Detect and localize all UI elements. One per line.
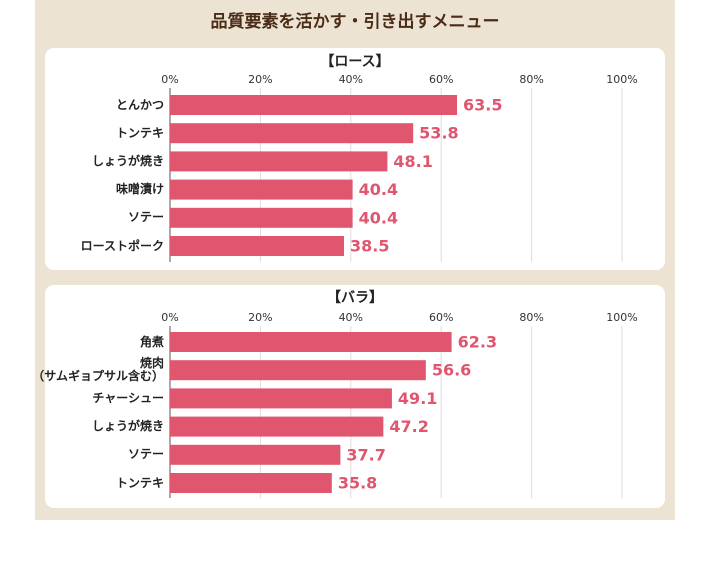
- x-tick-label: 20%: [248, 73, 272, 86]
- x-tick-label: 80%: [519, 311, 543, 324]
- x-tick-label: 20%: [248, 311, 272, 324]
- x-tick-label: 100%: [606, 311, 637, 324]
- bar: [170, 388, 392, 409]
- value-label: 35.8: [338, 474, 377, 493]
- value-label: 47.2: [389, 417, 428, 436]
- page-title: 品質要素を活かす・引き出すメニュー: [211, 11, 500, 32]
- x-tick-label: 100%: [606, 73, 637, 86]
- value-label: 56.6: [432, 361, 471, 380]
- chart-title: 【バラ】: [327, 290, 383, 306]
- category-label: 味噌漬け: [115, 182, 164, 197]
- category-label: 焼肉 （サムギョプサル含む）: [32, 356, 164, 384]
- category-label: チャーシュー: [92, 390, 164, 405]
- category-label: しょうが焼き: [91, 419, 164, 434]
- x-tick-label: 40%: [339, 311, 363, 324]
- value-label: 40.4: [359, 208, 398, 227]
- value-label: 40.4: [359, 180, 398, 199]
- value-label: 38.5: [350, 237, 389, 256]
- x-tick-label: 0%: [161, 311, 178, 324]
- x-tick-label: 60%: [429, 73, 453, 86]
- bar: [170, 332, 452, 352]
- x-tick-label: 40%: [339, 73, 363, 86]
- value-label: 63.5: [463, 96, 502, 115]
- x-tick-label: 80%: [519, 73, 543, 86]
- value-label: 62.3: [458, 333, 497, 352]
- bar: [170, 360, 426, 381]
- category-label: ローストポーク: [80, 238, 164, 253]
- value-label: 48.1: [393, 152, 432, 171]
- bar: [170, 179, 353, 200]
- x-tick-label: 0%: [161, 73, 178, 86]
- bar: [170, 444, 341, 465]
- bar: [170, 95, 458, 115]
- bar: [170, 151, 388, 172]
- category-label: しょうが焼き: [91, 153, 164, 168]
- category-label: トンテキ: [115, 125, 164, 140]
- bar: [170, 123, 414, 144]
- category-label: とんかつ: [115, 97, 164, 112]
- category-label: 角煮: [139, 334, 164, 349]
- category-label: ソテー: [127, 210, 164, 225]
- chart-title: 【ロース】: [320, 54, 389, 70]
- category-label: ソテー: [127, 447, 164, 462]
- value-label: 53.8: [419, 124, 458, 143]
- bar: [170, 236, 345, 256]
- bar: [170, 416, 384, 437]
- bar: [170, 473, 332, 493]
- category-label: トンテキ: [115, 475, 164, 490]
- value-label: 37.7: [346, 445, 385, 464]
- x-tick-label: 60%: [429, 311, 453, 324]
- bar: [170, 207, 353, 228]
- value-label: 49.1: [398, 389, 437, 408]
